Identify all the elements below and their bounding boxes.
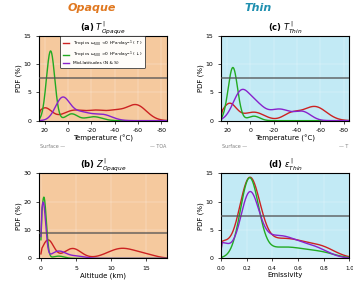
Legend: Tropics $\omega_{500}$ <0 hPa$\cdot$day$^{-1}$ ($\uparrow$), Tropics $\omega_{50: Tropics $\omega_{500}$ <0 hPa$\cdot$day$… bbox=[60, 36, 145, 67]
Title: $\mathbf{(b)}$ $Z^{\,|}_{Opaque}$: $\mathbf{(b)}$ $Z^{\,|}_{Opaque}$ bbox=[80, 157, 126, 173]
Y-axis label: PDF (%): PDF (%) bbox=[198, 202, 204, 230]
Y-axis label: PDF (%): PDF (%) bbox=[16, 64, 22, 92]
Text: — T: — T bbox=[339, 144, 348, 149]
Text: Thin: Thin bbox=[244, 3, 271, 13]
Text: Opaque: Opaque bbox=[67, 3, 116, 13]
Title: $\mathbf{(d)}$ $\varepsilon^{\,|}_{Thin}$: $\mathbf{(d)}$ $\varepsilon^{\,|}_{Thin}… bbox=[268, 157, 303, 173]
X-axis label: Emissivity: Emissivity bbox=[268, 272, 303, 278]
Text: — TOA: — TOA bbox=[150, 144, 166, 149]
Text: Surface —: Surface — bbox=[222, 144, 247, 149]
X-axis label: Temperature (°C): Temperature (°C) bbox=[73, 135, 133, 142]
Y-axis label: PDF (%): PDF (%) bbox=[198, 64, 204, 92]
Title: $\mathbf{(c)}$ $T^{\,|}_{Thin}$: $\mathbf{(c)}$ $T^{\,|}_{Thin}$ bbox=[268, 19, 303, 36]
X-axis label: Altitude (km): Altitude (km) bbox=[80, 272, 126, 279]
X-axis label: Temperature (°C): Temperature (°C) bbox=[255, 135, 315, 142]
Y-axis label: PDF (%): PDF (%) bbox=[16, 202, 22, 230]
Title: $\mathbf{(a)}$ $T^{\,|}_{Opaque}$: $\mathbf{(a)}$ $T^{\,|}_{Opaque}$ bbox=[80, 19, 126, 36]
Text: Surface —: Surface — bbox=[40, 144, 65, 149]
